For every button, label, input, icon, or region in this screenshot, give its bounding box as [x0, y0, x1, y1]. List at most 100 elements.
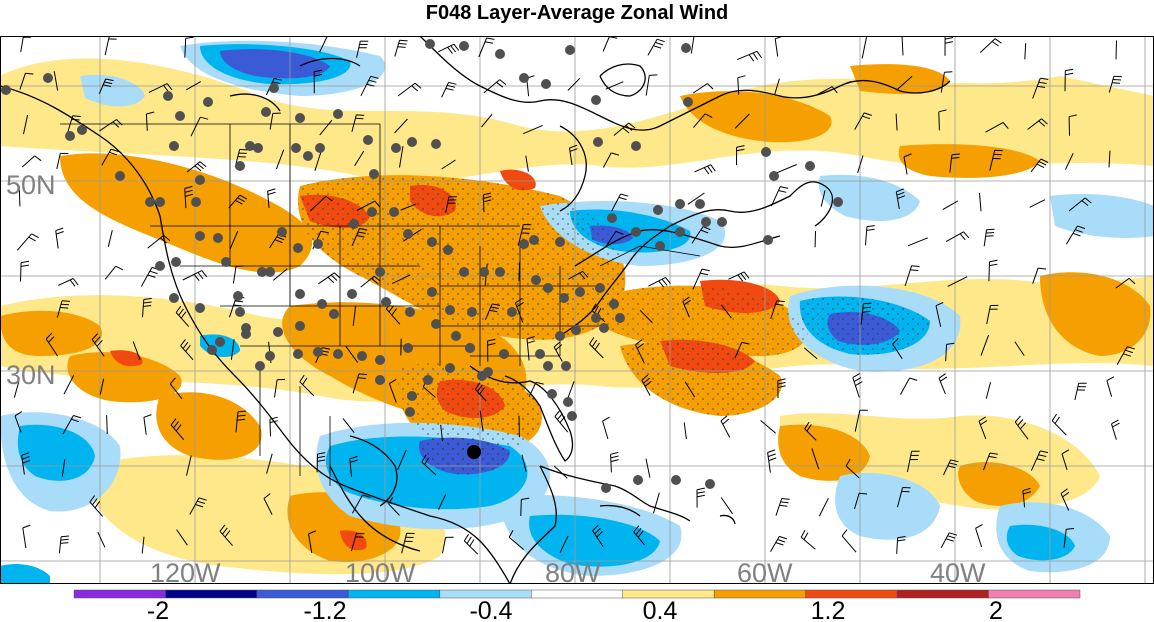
station-dot	[349, 219, 359, 229]
wind-barb	[132, 341, 141, 360]
wind-barb	[559, 535, 569, 553]
wind-barb	[142, 297, 152, 318]
wind-barb	[776, 164, 797, 174]
station-dot	[595, 283, 605, 293]
wind-barb	[23, 114, 29, 135]
wind-barb	[106, 415, 108, 435]
wind-barb	[694, 164, 716, 175]
wind-barb	[521, 454, 527, 472]
wind-barb	[352, 373, 367, 394]
wind-barb	[647, 38, 665, 56]
wind-barb	[613, 122, 636, 136]
colorbar-box	[896, 589, 989, 599]
wind-barb	[1116, 346, 1135, 365]
wind-barb	[99, 119, 123, 132]
wind-barb	[975, 523, 983, 548]
lat-label-50n: 50N	[6, 170, 56, 200]
wind-barb	[360, 75, 379, 97]
wind-barb	[648, 276, 671, 288]
wind-barb	[1060, 488, 1070, 511]
station-dot	[235, 161, 245, 171]
station-dot	[591, 95, 601, 105]
wind-barb	[351, 114, 365, 132]
wind-barb	[737, 50, 763, 62]
station-dot	[375, 355, 385, 365]
wind-barb	[267, 188, 276, 208]
map-title: F048 Layer-Average Zonal Wind	[425, 2, 729, 24]
station-dot	[303, 151, 313, 161]
wind-barb	[684, 381, 696, 398]
wind-barb	[319, 36, 328, 53]
wind-barb	[351, 532, 365, 552]
wind-barb	[394, 118, 408, 134]
wind-barb	[1032, 77, 1049, 99]
station-dot	[531, 275, 541, 285]
wind-barb	[272, 268, 288, 281]
station-dot	[459, 267, 469, 277]
station-dot	[427, 237, 437, 247]
wind-barb	[653, 492, 660, 514]
wind-barb	[175, 305, 190, 327]
wind-barb	[101, 148, 119, 166]
station-dot	[451, 331, 461, 341]
station-dot	[245, 141, 255, 151]
wind-barb	[354, 150, 365, 167]
wind-barb	[235, 410, 246, 433]
wind-barb	[356, 40, 369, 58]
station-dot	[407, 391, 417, 401]
wind-barb	[775, 498, 790, 516]
wind-barb	[397, 449, 407, 470]
wind-barb	[99, 378, 105, 395]
station-dot	[295, 113, 305, 123]
station-dot	[257, 267, 267, 277]
wind-barb	[57, 278, 79, 287]
wind-barb	[316, 452, 326, 473]
wind-barb	[818, 497, 829, 517]
station-dot	[295, 289, 305, 299]
station-dot	[207, 345, 217, 355]
wind-barb	[352, 306, 357, 326]
station-dot	[591, 313, 601, 323]
wind-barb	[985, 122, 1009, 133]
station-dot	[543, 361, 553, 371]
wind-barb	[342, 418, 355, 433]
wind-barb	[589, 337, 604, 359]
wind-barb	[892, 338, 903, 359]
wind-barb	[1108, 75, 1122, 93]
wind-barb	[485, 303, 501, 320]
station-dot	[333, 109, 343, 119]
wind-barb	[899, 377, 918, 395]
wind-barb	[760, 420, 777, 434]
wind-barb	[639, 309, 653, 324]
wind-barb	[478, 37, 495, 58]
station-dot	[633, 475, 643, 485]
wind-barb	[463, 533, 479, 555]
station-dot	[315, 143, 325, 153]
wind-barb	[318, 272, 341, 285]
wind-barb	[979, 192, 982, 212]
station-dot	[443, 245, 453, 255]
wind-barb	[487, 338, 496, 362]
station-dot	[529, 235, 539, 245]
wind-barb	[107, 230, 113, 247]
wind-barb	[817, 86, 838, 95]
wind-barb	[841, 529, 857, 553]
wind-barb	[20, 260, 30, 282]
wind-barb	[440, 424, 443, 441]
wind-barb	[602, 152, 620, 168]
wind-barb	[98, 78, 114, 94]
wind-barb	[13, 381, 20, 398]
wind-barb	[19, 72, 34, 90]
wind-barb	[442, 536, 454, 554]
station-dot	[405, 407, 415, 417]
wind-barb	[720, 304, 732, 319]
wind-barb	[989, 149, 1003, 171]
wind-barb	[299, 374, 315, 397]
station-dot	[213, 233, 223, 243]
wind-barb	[567, 381, 575, 399]
wind-barb	[940, 71, 953, 93]
wind-barb	[388, 496, 400, 516]
wind-barb	[907, 237, 928, 247]
colorbar-box	[713, 589, 806, 599]
station-dot	[405, 307, 415, 317]
